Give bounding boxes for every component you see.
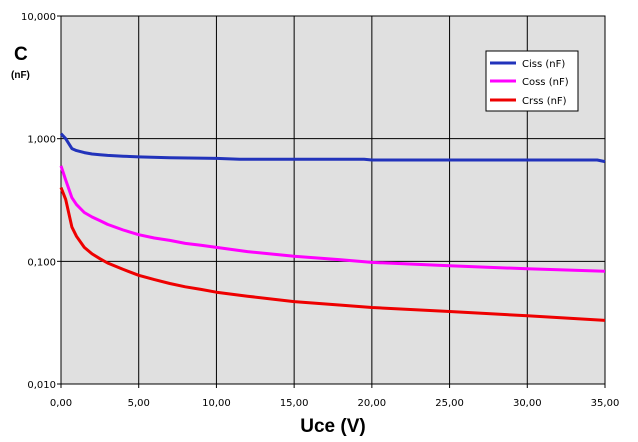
series-line-coss: [59, 165, 606, 273]
x-tick-label: 0,00: [50, 398, 72, 409]
x-axis-label: Uce (V): [300, 416, 365, 437]
x-tick-label: 5,00: [128, 398, 150, 409]
x-tick-label: 35,00: [591, 398, 620, 409]
series-lines: [59, 132, 606, 322]
y-tick-label: 0,010: [27, 380, 56, 391]
grid-lines: [61, 16, 605, 384]
x-tick-label: 30,00: [513, 398, 542, 409]
x-tick-label: 25,00: [435, 398, 464, 409]
y-axis-label: C: [14, 44, 28, 65]
y-tick-label: 1,000: [27, 135, 56, 146]
x-tick-label: 15,00: [280, 398, 309, 409]
series-line-ciss: [59, 132, 606, 164]
x-tick-label: 10,00: [202, 398, 231, 409]
legend-label-crss: Crss (nF): [522, 96, 567, 107]
x-tick-labels: 0,00 5,00 10,00 15,00 20,00 25,00 30,00 35,00: [50, 384, 619, 409]
x-tick-label: 20,00: [358, 398, 387, 409]
legend: Ciss (nF) Coss (nF) Crss (nF): [485, 50, 579, 112]
legend-label-coss: Coss (nF): [522, 77, 569, 88]
series-line-crss: [59, 186, 606, 322]
legend-label-ciss: Ciss (nF): [522, 59, 565, 70]
y-tick-label: 0,100: [27, 257, 56, 268]
y-axis-unit: (nF): [11, 70, 30, 81]
y-tick-label: 10,000: [21, 12, 56, 23]
y-tick-labels: 10,000 1,000 0,100 0,010: [21, 12, 61, 391]
